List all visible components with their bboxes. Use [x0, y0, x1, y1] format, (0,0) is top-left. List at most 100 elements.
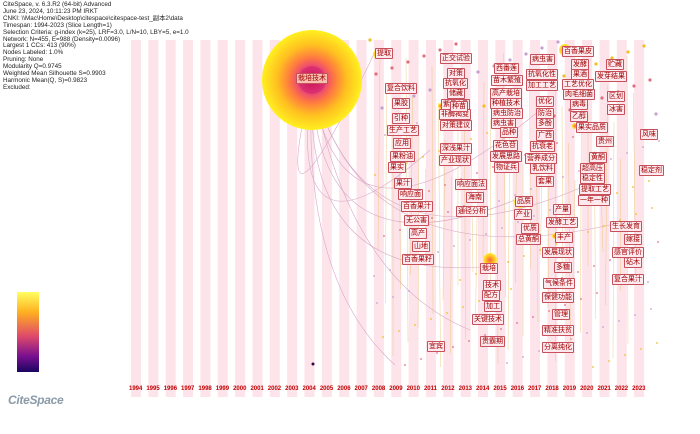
keyword-label[interactable]: 配方: [482, 290, 500, 301]
keyword-label[interactable]: 提取: [375, 48, 393, 59]
keyword-label[interactable]: 产业现状: [439, 155, 471, 166]
keyword-label[interactable]: 百香果籽: [402, 254, 434, 265]
keyword-node[interactable]: [647, 281, 649, 283]
keyword-node[interactable]: [438, 48, 442, 52]
keyword-label[interactable]: 品种: [500, 127, 518, 138]
keyword-node[interactable]: [476, 70, 480, 74]
keyword-label[interactable]: 无公害: [404, 215, 429, 226]
keyword-node[interactable]: [507, 261, 509, 263]
keyword-label[interactable]: 贮藏: [606, 59, 624, 70]
keyword-node[interactable]: [632, 186, 634, 188]
keyword-node[interactable]: [478, 300, 480, 302]
keyword-node[interactable]: [392, 296, 394, 298]
keyword-node[interactable]: [657, 241, 659, 243]
keyword-node[interactable]: [634, 314, 636, 316]
keyword-label[interactable]: 加工工艺: [526, 80, 558, 91]
keyword-label[interactable]: 一年一种: [578, 195, 610, 206]
keyword-node[interactable]: [608, 360, 610, 362]
keyword-node[interactable]: [416, 122, 418, 124]
keyword-label[interactable]: 海南: [466, 192, 484, 203]
keyword-label[interactable]: 丰产: [555, 232, 573, 243]
keyword-node[interactable]: [648, 180, 650, 182]
keyword-label[interactable]: 品质: [515, 196, 533, 207]
keyword-label[interactable]: 响应面: [398, 189, 423, 200]
keyword-node[interactable]: [533, 215, 535, 217]
keyword-node[interactable]: [500, 328, 502, 330]
keyword-label[interactable]: 果粉油: [390, 151, 415, 162]
keyword-label[interactable]: 多糖: [554, 262, 572, 273]
keyword-label[interactable]: 储藏: [447, 88, 465, 99]
keyword-node[interactable]: [539, 249, 541, 251]
keyword-node[interactable]: [648, 78, 652, 82]
keyword-node[interactable]: [596, 292, 598, 294]
keyword-node[interactable]: [469, 239, 471, 241]
keyword-label[interactable]: 气候条件: [543, 278, 575, 289]
keyword-node[interactable]: [570, 338, 572, 340]
keyword-label-main[interactable]: 栽培技术: [296, 73, 328, 84]
keyword-node[interactable]: [506, 362, 508, 364]
keyword-node[interactable]: [452, 346, 454, 348]
keyword-label[interactable]: 正交试验: [440, 53, 472, 64]
keyword-node[interactable]: [654, 112, 658, 116]
keyword-node[interactable]: [508, 58, 512, 62]
keyword-node[interactable]: [516, 322, 518, 324]
keyword-node[interactable]: [482, 104, 486, 108]
keyword-node[interactable]: [436, 352, 438, 354]
keyword-node[interactable]: [594, 62, 598, 66]
keyword-node[interactable]: [626, 152, 628, 154]
keyword-node[interactable]: [398, 330, 400, 332]
keyword-label[interactable]: 苗木繁殖: [491, 75, 523, 86]
keyword-node[interactable]: [586, 332, 588, 334]
keyword-label[interactable]: 贵霸期: [480, 336, 505, 347]
keyword-node[interactable]: [492, 166, 494, 168]
keyword-label[interactable]: 套果: [536, 176, 554, 187]
keyword-node[interactable]: [382, 336, 384, 338]
keyword-node[interactable]: [454, 42, 458, 46]
keyword-node[interactable]: [626, 50, 630, 54]
keyword-node[interactable]: [374, 174, 376, 176]
keyword-node[interactable]: [522, 356, 524, 358]
keyword-node[interactable]: [651, 207, 653, 209]
keyword-node[interactable]: [468, 340, 470, 342]
keyword-label[interactable]: 百香果皮: [562, 46, 594, 57]
keyword-node[interactable]: [593, 265, 595, 267]
keyword-node[interactable]: [610, 56, 614, 60]
keyword-node[interactable]: [587, 231, 589, 233]
keyword-label[interactable]: 生产工艺: [387, 125, 419, 136]
keyword-label[interactable]: 发芽结果: [595, 71, 627, 82]
keyword-label[interactable]: 广西: [536, 130, 554, 141]
keyword-label[interactable]: 管理: [552, 309, 570, 320]
keyword-node[interactable]: [444, 184, 446, 186]
keyword-node[interactable]: [524, 52, 528, 56]
keyword-label[interactable]: 保健功能: [542, 292, 574, 303]
keyword-node[interactable]: [530, 188, 532, 190]
keyword-node[interactable]: [376, 302, 378, 304]
keyword-label[interactable]: 发展思路: [490, 151, 522, 162]
keyword-node[interactable]: [532, 316, 534, 318]
keyword-label[interactable]: 贵州: [596, 136, 614, 147]
keyword-node[interactable]: [412, 94, 416, 98]
keyword-label[interactable]: 病毒: [570, 99, 588, 110]
keyword-node[interactable]: [428, 190, 430, 192]
keyword-node[interactable]: [462, 306, 464, 308]
keyword-node[interactable]: [475, 273, 477, 275]
keyword-label[interactable]: 精准扶贫: [542, 325, 574, 336]
keyword-node[interactable]: [459, 279, 461, 281]
keyword-label[interactable]: 总黄酮: [516, 234, 541, 245]
keyword-label[interactable]: 果实: [388, 162, 406, 173]
keyword-node[interactable]: [374, 72, 378, 76]
keyword-label[interactable]: 砧木: [624, 257, 642, 268]
keyword-node[interactable]: [555, 243, 557, 245]
keyword-node[interactable]: [656, 342, 658, 344]
keyword-label[interactable]: 提取工艺: [579, 184, 611, 195]
keyword-node[interactable]: [476, 172, 478, 174]
keyword-label[interactable]: 冰害: [607, 104, 625, 115]
keyword-label[interactable]: 加工: [484, 301, 502, 312]
keyword-node[interactable]: [635, 213, 637, 215]
keyword-node[interactable]: [431, 217, 433, 219]
keyword-label[interactable]: 百香果汁: [401, 201, 433, 212]
keyword-label[interactable]: 发酵工艺: [546, 217, 578, 228]
keyword-node[interactable]: [592, 366, 594, 368]
keyword-node[interactable]: [523, 255, 525, 257]
keyword-label[interactable]: 西番莲: [494, 63, 519, 74]
